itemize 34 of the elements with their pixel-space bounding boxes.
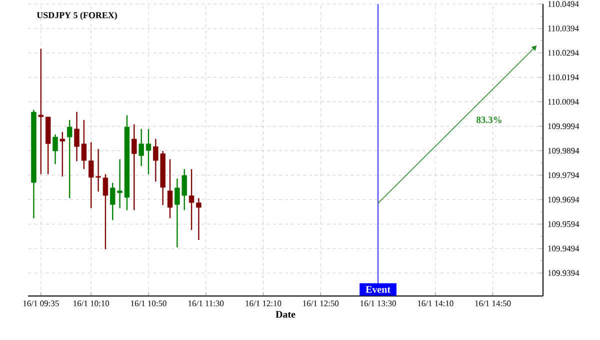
candlestick: [132, 124, 137, 211]
x-tick-label: 16/1 12:50: [303, 300, 339, 306]
y-tick-label: 110.0194: [548, 74, 579, 80]
candlestick: [60, 131, 66, 178]
text: USDJPY 5 (FOREX): [36, 12, 117, 20]
candlestick: [38, 48, 44, 175]
y-tick-label: 109.9394: [548, 270, 580, 276]
candlestick: [52, 134, 58, 165]
x-tick-label: 16/1 12:10: [246, 300, 282, 306]
y-tick-label: 109.9994: [548, 123, 580, 130]
x-tick-label: 16/1 11:30: [188, 300, 224, 306]
annotation: 83.3%: [476, 116, 502, 124]
candlestick: [102, 174, 108, 250]
y-tick-label: 109.9494: [548, 246, 580, 252]
x-axis-title: Date: [276, 311, 296, 318]
y-tick-label: 109.9894: [548, 148, 580, 154]
y-tick-label: 110.0094: [548, 98, 579, 105]
y-tick-label: 110.0294: [548, 50, 579, 56]
x-tick-label: 16/1 14:10: [418, 300, 454, 306]
candlestick: [138, 128, 144, 167]
x-tick-label: 16/1 10:10: [74, 300, 110, 306]
x-tick-label: 16/1 13:30: [360, 300, 396, 306]
candlestick: [66, 119, 72, 199]
candlestick: [167, 158, 173, 219]
y-tick-label: 109.9694: [548, 196, 580, 203]
y-tick-label: 109.9794: [548, 172, 580, 178]
x-tick-label: 16/1 14:50: [475, 300, 511, 306]
x-tick-label: 16/1 09:35: [23, 300, 59, 306]
y-tick-label: 110.0394: [548, 26, 579, 32]
candlestick: [146, 128, 152, 175]
ref-line-label: Event: [366, 286, 390, 293]
y-tick-label: 110.0494: [548, 1, 579, 7]
y-tick-label: 109.9594: [548, 221, 580, 227]
x-tick-label: 16/1 10:50: [131, 300, 166, 306]
